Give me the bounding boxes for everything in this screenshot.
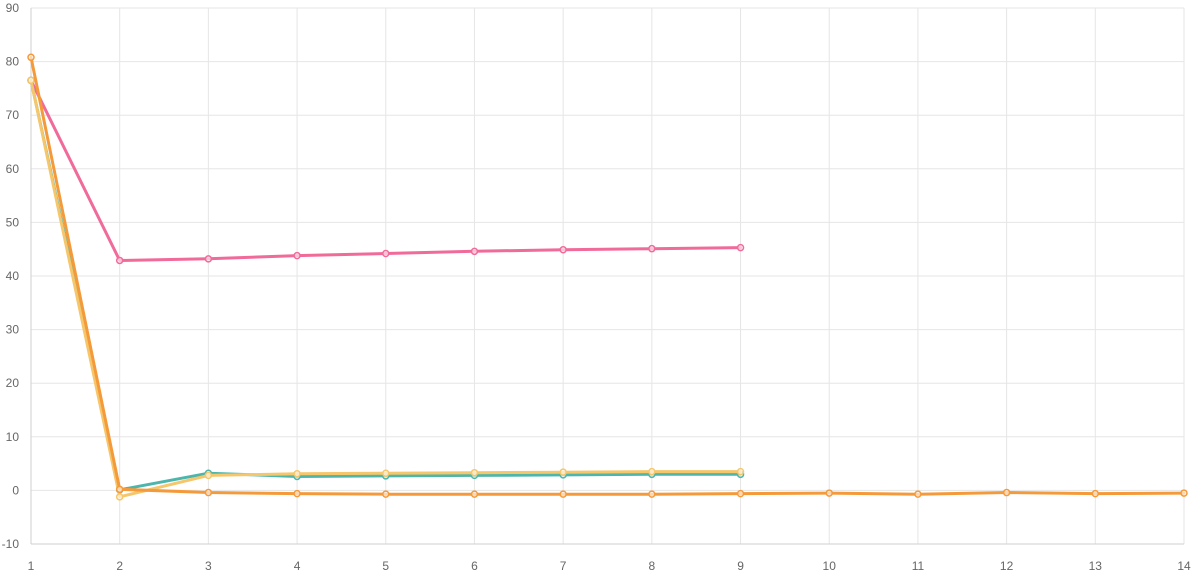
x-tick-label: 11 <box>912 559 925 573</box>
data-point <box>825 489 833 497</box>
x-tick-label: 3 <box>205 559 212 573</box>
y-tick-label: 10 <box>6 430 20 444</box>
x-tick-label: 14 <box>1177 559 1191 573</box>
data-point <box>736 489 745 498</box>
data-point <box>559 245 567 254</box>
y-tick-label: 0 <box>12 483 19 497</box>
y-tick-label: 20 <box>6 376 20 390</box>
data-point <box>470 247 479 256</box>
data-point <box>559 490 567 498</box>
data-point <box>382 249 390 258</box>
y-tick-label: 40 <box>6 269 20 283</box>
data-point <box>293 470 301 478</box>
series-line <box>29 55 1186 496</box>
data-point <box>27 53 35 62</box>
data-point <box>648 244 656 253</box>
y-tick-label: 50 <box>6 215 20 229</box>
data-point <box>1180 489 1188 497</box>
data-point <box>115 493 124 501</box>
data-point <box>648 490 656 498</box>
data-point <box>27 76 35 85</box>
data-point <box>736 243 745 252</box>
data-point <box>293 251 301 260</box>
x-tick-label: 12 <box>1000 559 1014 573</box>
data-point <box>470 490 479 498</box>
data-point <box>382 490 390 498</box>
series-4 <box>27 53 1188 498</box>
y-tick-label: 60 <box>6 162 20 176</box>
series <box>27 53 1188 501</box>
data-point <box>1002 488 1011 497</box>
y-tick-label: 30 <box>6 323 20 337</box>
x-tick-label: 2 <box>116 559 123 573</box>
data-point <box>204 471 213 480</box>
x-tick-label: 1 <box>28 559 35 573</box>
y-tick-label: 90 <box>6 1 20 15</box>
data-point <box>1091 489 1100 498</box>
data-point <box>204 255 213 263</box>
data-point <box>204 488 213 497</box>
data-point <box>470 468 479 477</box>
x-tick-label: 6 <box>471 559 478 573</box>
data-point <box>382 469 390 477</box>
x-tick-label: 7 <box>560 559 567 573</box>
x-tick-label: 9 <box>737 559 744 573</box>
data-point <box>736 467 745 476</box>
data-point <box>115 485 124 494</box>
data-point <box>293 489 301 498</box>
x-tick-label: 5 <box>382 559 389 573</box>
data-point <box>648 467 656 476</box>
data-point <box>115 256 124 265</box>
x-tick-label: 13 <box>1089 559 1103 573</box>
x-tick-label: 8 <box>649 559 656 573</box>
y-tick-label: -10 <box>2 537 20 551</box>
x-tick-label: 4 <box>294 559 301 573</box>
data-point <box>914 490 922 498</box>
data-point <box>559 468 567 476</box>
grid <box>30 7 1185 545</box>
y-tick-label: 70 <box>6 108 20 122</box>
x-tick-label: 10 <box>823 559 837 573</box>
y-tick-label: 80 <box>6 55 20 69</box>
